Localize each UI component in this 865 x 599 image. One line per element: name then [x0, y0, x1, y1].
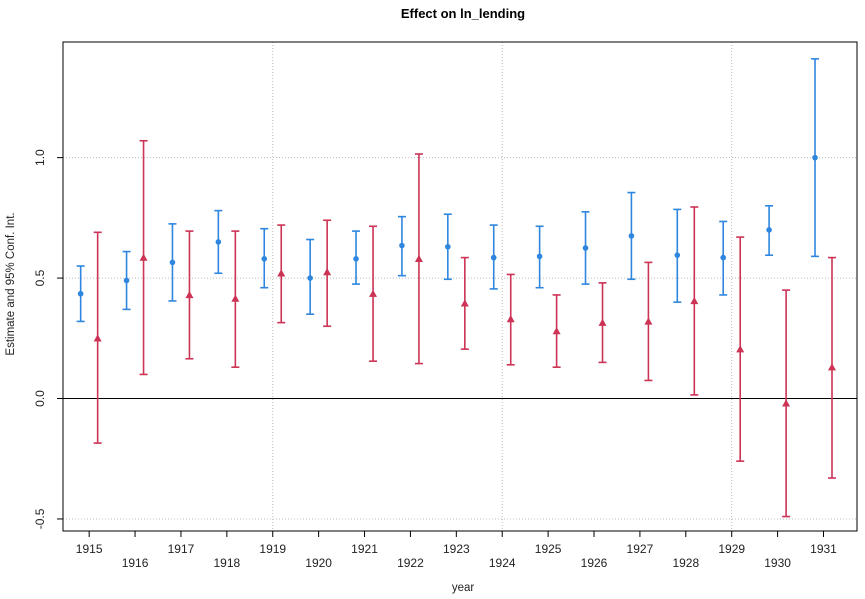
y-tick-label: 0.5: [33, 269, 47, 286]
plot-frame: [62, 41, 858, 532]
estimate-point: [307, 275, 313, 281]
estimate-point: [552, 327, 561, 335]
y-tick-label: 1.0: [33, 149, 47, 166]
x-tick-label: 1915: [76, 542, 103, 556]
estimate-point: [827, 363, 836, 371]
estimate-point: [598, 318, 607, 326]
x-tick-label: 1927: [627, 542, 654, 556]
estimate-point: [490, 254, 497, 261]
series-layer: [76, 58, 836, 518]
x-tick-label: 1930: [764, 556, 791, 570]
y-tick-label: 0.0: [33, 390, 47, 407]
estimate-point: [766, 227, 772, 233]
estimate-point: [736, 345, 745, 353]
x-axis-label: year: [452, 582, 475, 594]
estimate-point: [628, 233, 635, 239]
x-tick-label: 1918: [213, 556, 240, 570]
x-tick-label: 1921: [351, 542, 378, 556]
estimate-point: [582, 245, 589, 251]
estimate-point: [231, 294, 240, 302]
x-tick-label: 1928: [672, 556, 699, 570]
estimate-point: [215, 239, 222, 245]
estimate-point: [123, 277, 130, 284]
estimate-point: [812, 154, 818, 161]
y-axis: -0.5 0.0 0.5 1.0: [33, 149, 63, 529]
x-tick-label: 1926: [581, 556, 608, 570]
y-axis-label: Estimate and 95% Conf. Int.: [5, 212, 17, 355]
estimate-point: [690, 296, 699, 305]
estimate-point: [460, 299, 469, 307]
estimate-point: [445, 243, 451, 250]
estimate-point: [399, 242, 405, 249]
x-tick-label: 1929: [718, 542, 745, 556]
estimate-point: [169, 259, 176, 266]
grid-lines: [63, 42, 857, 531]
x-tick-label: 1920: [305, 556, 332, 570]
x-tick-label: 1916: [122, 556, 149, 570]
estimate-point: [506, 315, 515, 323]
estimate-point: [369, 289, 378, 297]
x-tick-label: 1931: [810, 542, 837, 556]
estimate-point: [782, 399, 791, 407]
x-tick-label: 1922: [397, 556, 424, 570]
estimate-point: [139, 253, 148, 261]
series-1: [76, 58, 819, 323]
estimate-point: [414, 254, 423, 262]
chart-title: Effect on ln_lending: [401, 6, 525, 21]
x-tick-label: 1925: [535, 542, 562, 556]
series-2: [93, 139, 836, 518]
estimate-point: [536, 253, 543, 260]
estimate-point: [93, 334, 102, 342]
x-axis: 1915 1916 1917 1918 1919 1920 1921 1922 1923 1924…: [76, 531, 837, 570]
estimate-point: [353, 255, 359, 262]
x-tick-label: 1923: [443, 542, 470, 556]
x-tick-label: 1919: [259, 542, 286, 556]
x-tick-label: 1917: [168, 542, 195, 556]
x-tick-label: 1924: [489, 556, 516, 570]
estimate-point: [323, 268, 332, 276]
estimate-point: [644, 317, 653, 325]
estimate-point: [720, 254, 727, 261]
estimate-point: [277, 269, 286, 277]
y-tick-label: -0.5: [33, 508, 47, 529]
estimate-point: [77, 290, 84, 297]
estimate-point: [261, 255, 268, 262]
estimate-point: [674, 252, 681, 258]
estimate-point: [185, 290, 194, 299]
